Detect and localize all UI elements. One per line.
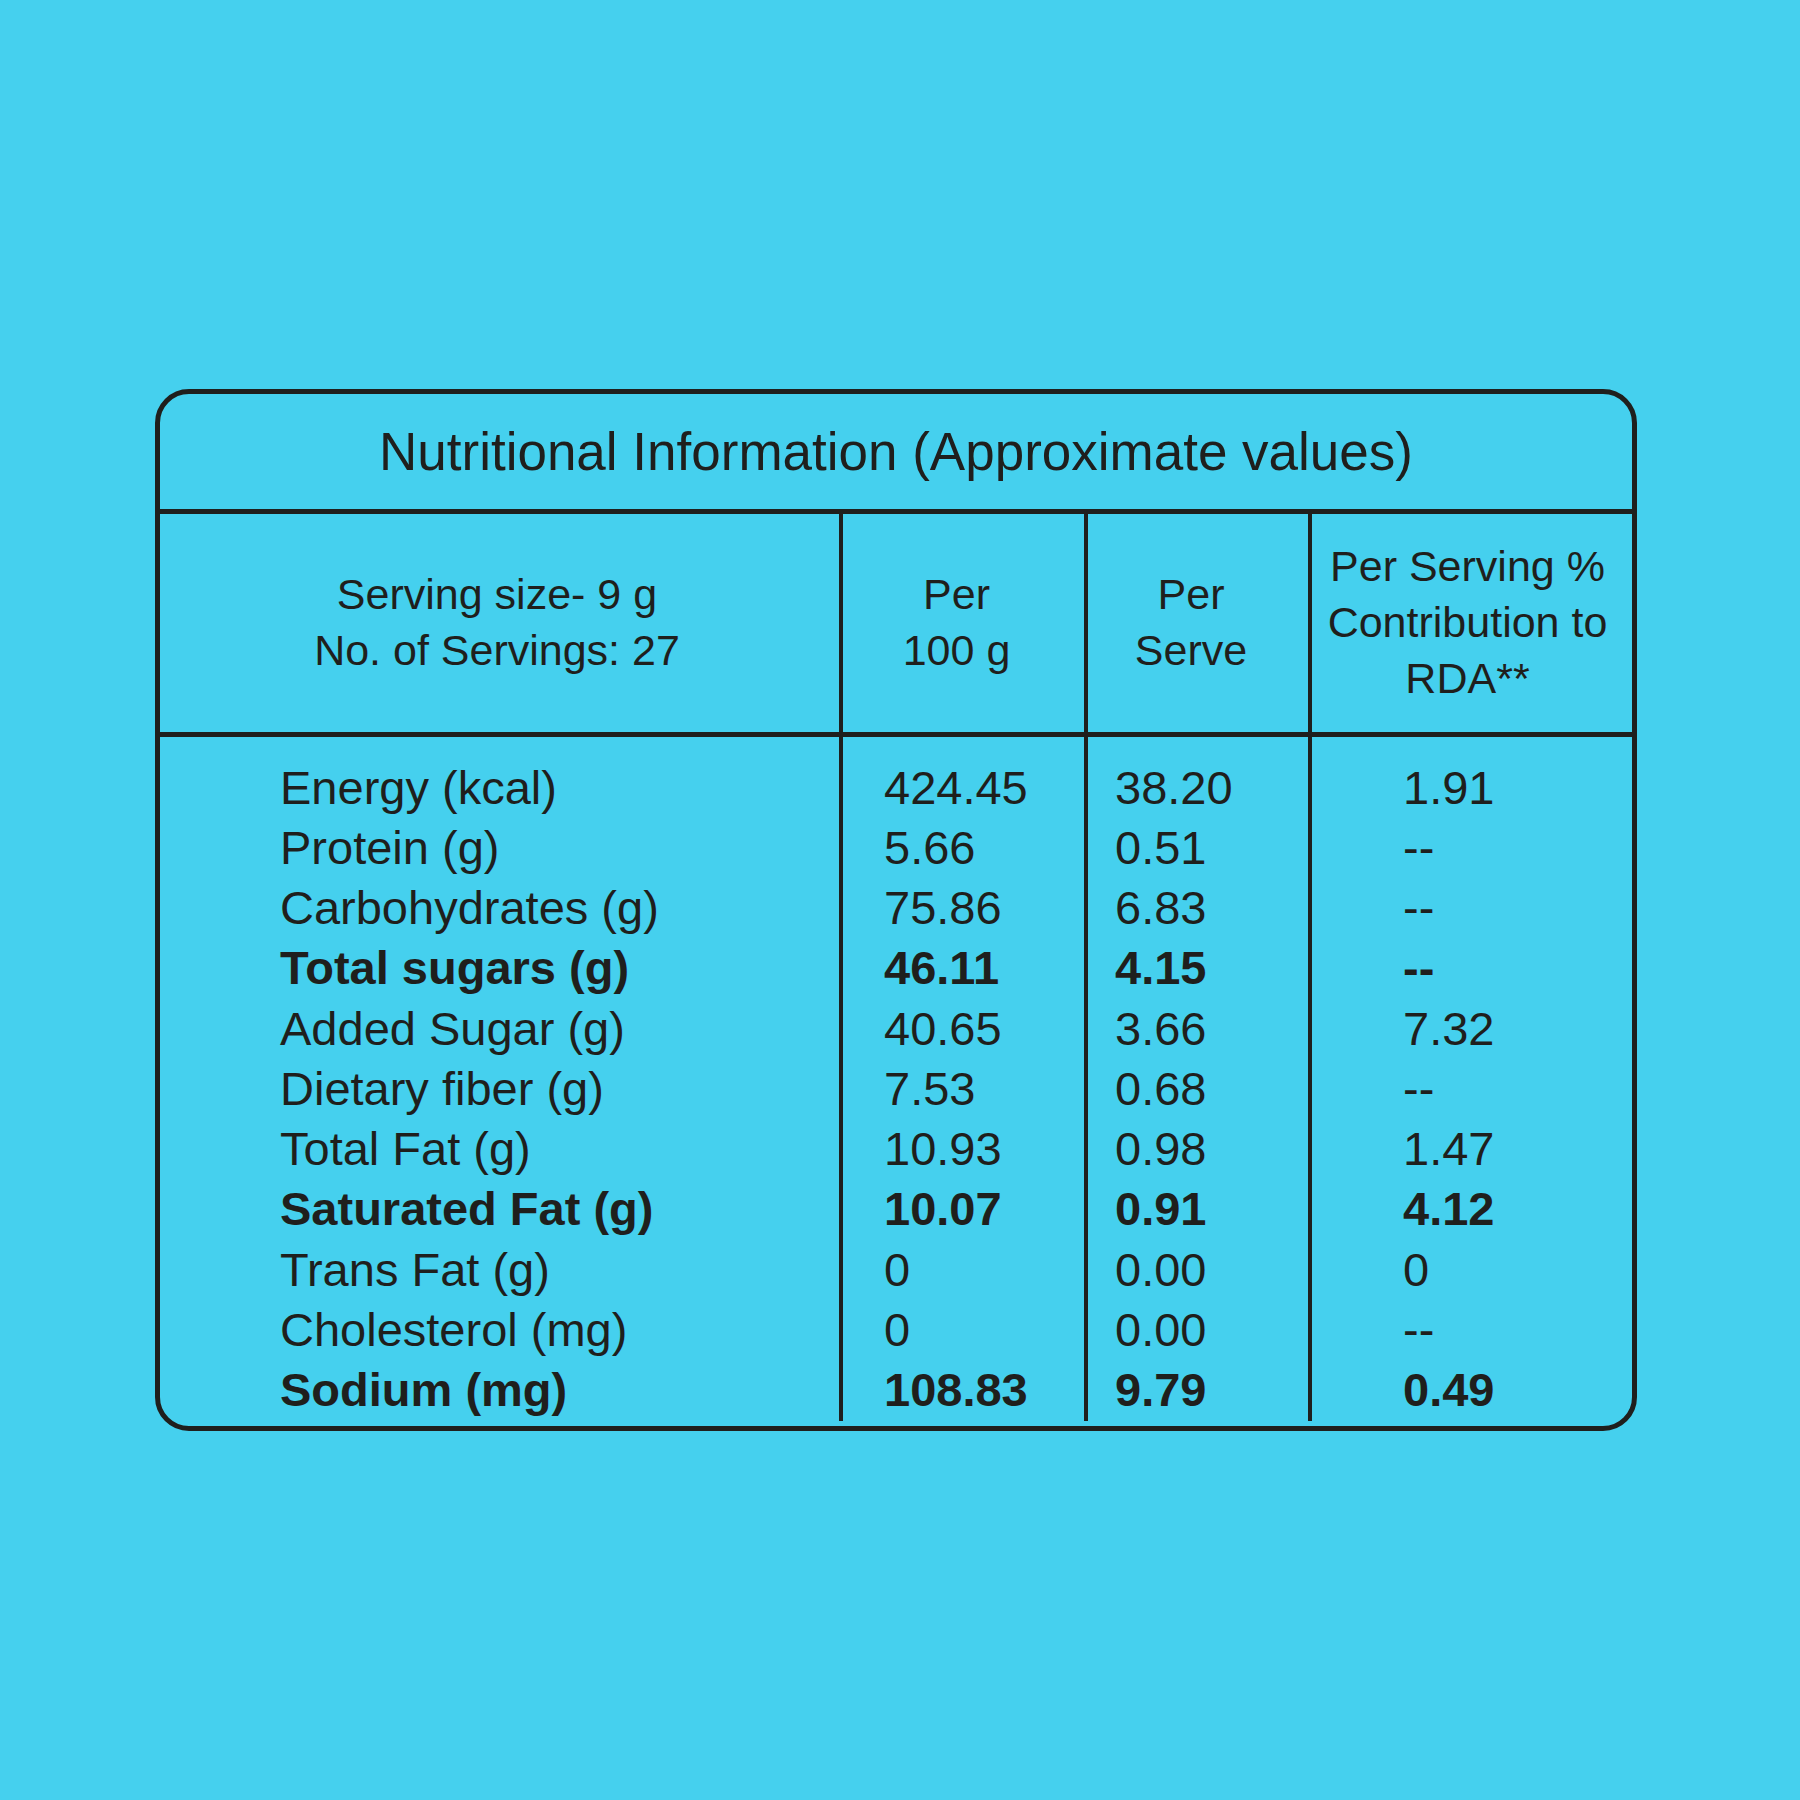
value-per-serve: 4.15 [1079,938,1303,998]
row-label: Added Sugar (g) [160,998,834,1058]
table-row-cholesterol: Cholesterol (mg) 0 0.00 -- [160,1299,1632,1359]
table-row-protein: Protein (g) 5.66 0.51 -- [160,817,1632,877]
table-row-total-fat: Total Fat (g) 10.93 0.98 1.47 [160,1119,1632,1179]
table-row-sodium: Sodium (mg) 108.83 9.79 0.49 [160,1360,1632,1420]
value-per-100g: 46.11 [834,938,1079,998]
table-row-total-sugars: Total sugars (g) 46.11 4.15 -- [160,938,1632,998]
row-label: Protein (g) [160,817,834,877]
value-per-serve: 9.79 [1079,1360,1303,1420]
row-label: Total sugars (g) [160,938,834,998]
table-body: Energy (kcal) 424.45 38.20 1.91 Protein … [160,737,1632,1426]
nutrition-table: Nutritional Information (Approximate val… [155,389,1637,1431]
table-title-row: Nutritional Information (Approximate val… [160,394,1632,514]
value-per-100g: 0 [834,1299,1079,1359]
row-label: Total Fat (g) [160,1119,834,1179]
value-per-serve: 0.00 [1079,1239,1303,1299]
header-per-serve: Per Serve [1079,514,1303,732]
value-per-serve: 0.51 [1079,817,1303,877]
value-per-serve: 0.00 [1079,1299,1303,1359]
row-label: Trans Fat (g) [160,1239,834,1299]
value-per-serve: 3.66 [1079,998,1303,1058]
table-row-energy: Energy (kcal) 424.45 38.20 1.91 [160,757,1632,817]
value-per-serve: 6.83 [1079,878,1303,938]
value-per-serve: 38.20 [1079,757,1303,817]
value-per-100g: 10.93 [834,1119,1079,1179]
column-divider-1 [839,514,843,1421]
column-divider-2 [1084,514,1088,1421]
value-rda: -- [1303,938,1632,998]
row-label: Cholesterol (mg) [160,1299,834,1359]
header-serving-info: Serving size- 9 g No. of Servings: 27 [160,514,834,732]
table-row-added-sugar: Added Sugar (g) 40.65 3.66 7.32 [160,998,1632,1058]
table-row-dietary-fiber: Dietary fiber (g) 7.53 0.68 -- [160,1058,1632,1118]
value-rda: 7.32 [1303,998,1632,1058]
header-rda-contribution: Per Serving % Contribution to RDA** [1303,514,1632,732]
value-rda: 0.49 [1303,1360,1632,1420]
servings-count-text: No. of Servings: 27 [314,623,680,679]
value-rda: 1.47 [1303,1119,1632,1179]
value-per-100g: 75.86 [834,878,1079,938]
row-label: Saturated Fat (g) [160,1179,834,1239]
serving-size-text: Serving size- 9 g [337,567,657,623]
row-label: Dietary fiber (g) [160,1058,834,1118]
nutrition-label-page: Nutritional Information (Approximate val… [0,0,1800,1800]
header-per-100g: Per 100 g [834,514,1079,732]
value-rda: -- [1303,1058,1632,1118]
value-rda: 0 [1303,1239,1632,1299]
value-per-100g: 10.07 [834,1179,1079,1239]
row-label: Sodium (mg) [160,1360,834,1420]
table-row-carbohydrates: Carbohydrates (g) 75.86 6.83 -- [160,878,1632,938]
value-per-100g: 0 [834,1239,1079,1299]
value-per-serve: 0.98 [1079,1119,1303,1179]
value-per-100g: 40.65 [834,998,1079,1058]
value-per-100g: 7.53 [834,1058,1079,1118]
value-rda: -- [1303,878,1632,938]
value-per-100g: 5.66 [834,817,1079,877]
value-per-100g: 108.83 [834,1360,1079,1420]
value-per-serve: 0.91 [1079,1179,1303,1239]
table-row-trans-fat: Trans Fat (g) 0 0.00 0 [160,1239,1632,1299]
value-rda: 4.12 [1303,1179,1632,1239]
row-label: Carbohydrates (g) [160,878,834,938]
value-rda: -- [1303,1299,1632,1359]
table-header-row: Serving size- 9 g No. of Servings: 27 Pe… [160,514,1632,737]
value-rda: -- [1303,817,1632,877]
row-label: Energy (kcal) [160,757,834,817]
table-title: Nutritional Information (Approximate val… [379,421,1413,482]
value-per-100g: 424.45 [834,757,1079,817]
column-divider-3 [1308,514,1312,1421]
table-row-saturated-fat: Saturated Fat (g) 10.07 0.91 4.12 [160,1179,1632,1239]
value-rda: 1.91 [1303,757,1632,817]
value-per-serve: 0.68 [1079,1058,1303,1118]
